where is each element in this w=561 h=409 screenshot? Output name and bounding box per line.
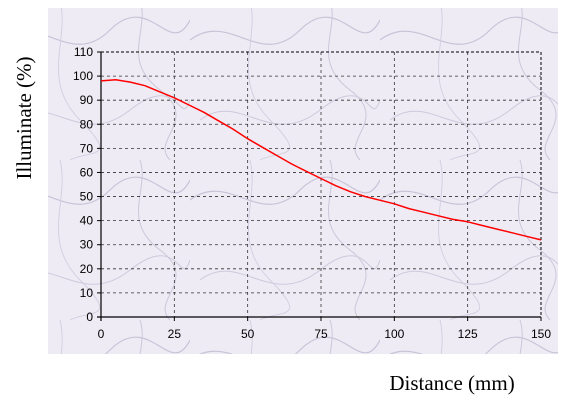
series-layer (100, 78, 542, 241)
grid-lines (101, 52, 541, 317)
x-tick-label: 100 (384, 327, 404, 341)
y-tick-label: 30 (80, 238, 94, 252)
x-tick-label: 50 (241, 327, 255, 341)
x-axis-title: Distance (mm) (389, 371, 514, 395)
chart-background (48, 8, 558, 354)
tick-labels: 0 10 20 30 40 50 60 70 80 90 100 110 0 25 50 75 100 125 15… (73, 45, 551, 341)
axes (97, 51, 542, 321)
series-line (100, 78, 542, 241)
x-tick-label: 125 (458, 327, 478, 341)
y-tick-label: 60 (80, 165, 94, 179)
y-tick-label: 0 (86, 310, 93, 324)
y-tick-label: 80 (80, 117, 94, 131)
y-tick-label: 110 (74, 45, 93, 59)
y-tick-label: 70 (80, 141, 94, 155)
y-axis-title: Illuminate (%) (12, 56, 36, 179)
y-tick-label: 100 (73, 69, 93, 83)
x-tick-label: 150 (531, 327, 551, 341)
y-tick-label: 40 (80, 214, 94, 228)
y-tick-label: 90 (80, 93, 94, 107)
x-tick-label: 0 (98, 327, 105, 341)
y-tick-label: 20 (80, 262, 94, 276)
x-tick-label: 75 (314, 327, 328, 341)
y-tick-label: 50 (80, 190, 94, 204)
y-tick-label: 10 (80, 286, 94, 300)
x-tick-label: 25 (168, 327, 182, 341)
